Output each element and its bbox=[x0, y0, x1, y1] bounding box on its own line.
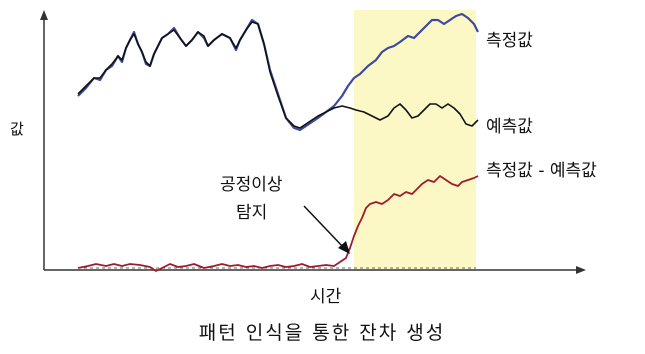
residual-line bbox=[77, 175, 479, 272]
anomaly-pointer-line bbox=[303, 205, 345, 249]
anomaly-pointer-arrowhead bbox=[338, 241, 350, 254]
x-axis-label: 시간 bbox=[310, 287, 342, 307]
figure-caption: 패턴 인식을 통한 잔차 생성 bbox=[199, 322, 445, 344]
legend-predicted: 예측값 bbox=[486, 117, 533, 137]
y-axis-arrow bbox=[40, 10, 48, 20]
annotation-anomaly-line2: 탐지 bbox=[236, 203, 267, 223]
legend-residual: 측정값 - 예측값 bbox=[486, 161, 597, 181]
predicted-value-line bbox=[77, 21, 479, 129]
anomaly-highlight-region bbox=[354, 10, 476, 270]
legend-measured: 측정값 bbox=[486, 31, 533, 51]
y-axis-label: 값 bbox=[10, 120, 24, 138]
x-axis-arrow bbox=[576, 266, 586, 274]
annotation-anomaly-line1: 공정이상 bbox=[220, 175, 283, 195]
